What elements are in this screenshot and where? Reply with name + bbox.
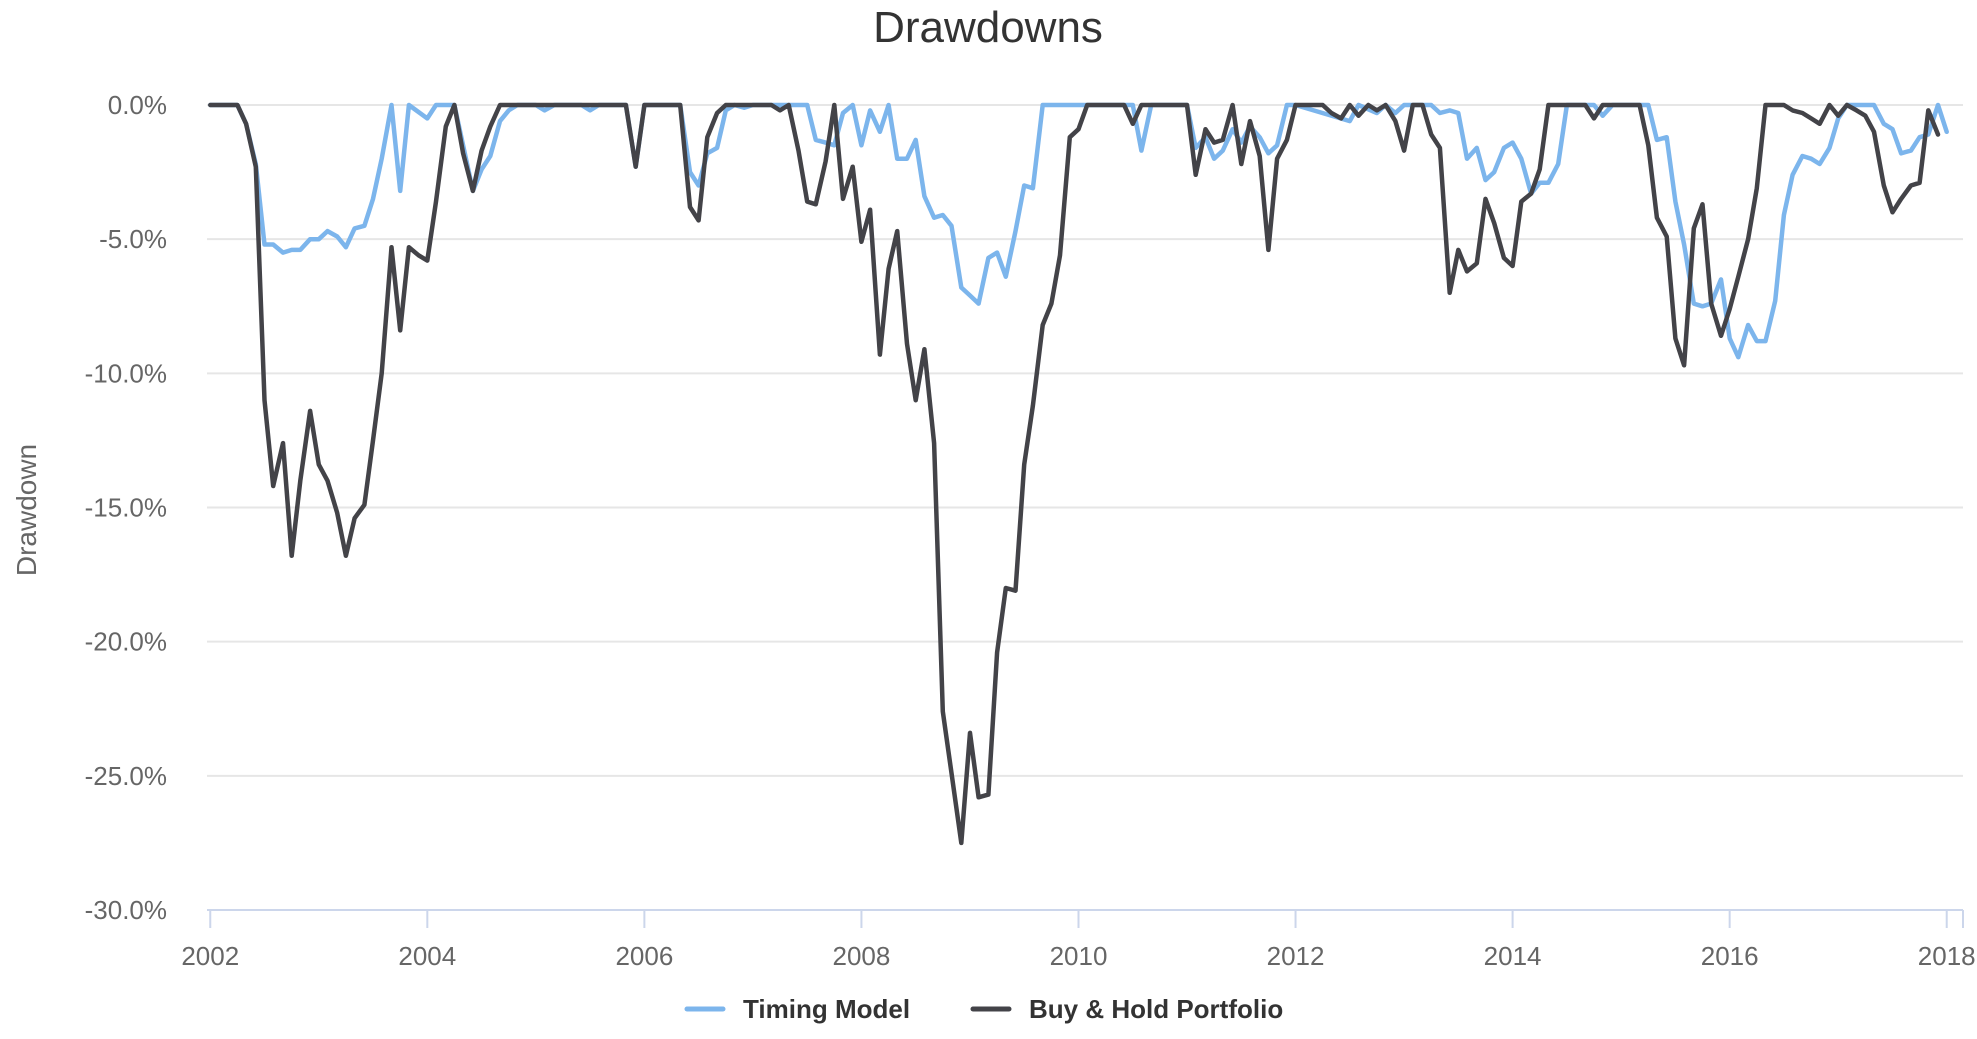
x-tick-label: 2010 (1050, 941, 1108, 971)
x-tick-label: 2016 (1701, 941, 1759, 971)
x-tick-label: 2018 (1918, 941, 1976, 971)
legend-label[interactable]: Timing Model (743, 994, 910, 1024)
series-line-buy-and-hold (208, 102, 1941, 846)
y-tick-label: -5.0% (99, 224, 167, 254)
x-tick-label: 2014 (1484, 941, 1542, 971)
y-axis-label: Drawdown (11, 444, 42, 576)
y-tick-label: -15.0% (85, 493, 167, 523)
x-tick-label: 2002 (181, 941, 239, 971)
y-tick-label: -30.0% (85, 895, 167, 925)
y-tick-label: -20.0% (85, 627, 167, 657)
x-tick-label: 2006 (615, 941, 673, 971)
x-tick-label: 2008 (833, 941, 891, 971)
x-axis: 2002 2004 2006 2008 2010 2012 2014 2016 2018 (181, 909, 1976, 971)
legend-item-timing-model[interactable]: Timing Model (684, 994, 910, 1024)
x-tick-label: 2004 (398, 941, 456, 971)
legend-label[interactable]: Buy & Hold Portfolio (1029, 994, 1283, 1024)
series-line-timing-model (208, 102, 1949, 360)
chart-title: Drawdowns (873, 3, 1103, 52)
y-tick-label: -10.0% (85, 358, 167, 388)
y-axis-ticks: 0.0% -5.0% -10.0% -15.0% -20.0% -25.0% -30.0% (85, 90, 167, 925)
legend-item-buy-and-hold[interactable]: Buy & Hold Portfolio (970, 994, 1283, 1024)
legend: Timing Model Buy & Hold Portfolio (684, 994, 1283, 1024)
y-tick-label: 0.0% (108, 90, 167, 120)
series-lines (208, 102, 1949, 846)
gridlines (207, 104, 1963, 777)
y-tick-label: -25.0% (85, 761, 167, 791)
x-tick-label: 2012 (1267, 941, 1325, 971)
